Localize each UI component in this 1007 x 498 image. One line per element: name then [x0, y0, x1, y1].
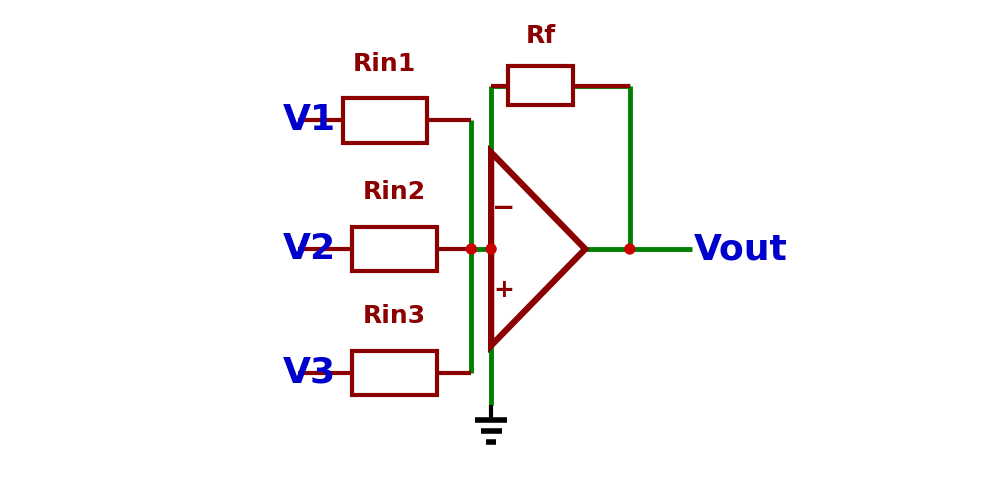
- Text: −: −: [491, 194, 516, 223]
- Text: V3: V3: [283, 356, 336, 390]
- Circle shape: [624, 244, 634, 254]
- Text: Rin2: Rin2: [363, 180, 426, 205]
- Text: Rin1: Rin1: [353, 52, 416, 76]
- Text: Rf: Rf: [526, 24, 556, 48]
- Bar: [352, 351, 437, 395]
- Polygon shape: [491, 152, 585, 346]
- Bar: [342, 98, 427, 142]
- Text: Vout: Vout: [694, 232, 788, 266]
- Circle shape: [466, 244, 476, 254]
- Text: Rin3: Rin3: [363, 304, 426, 328]
- Bar: [509, 66, 573, 106]
- Circle shape: [486, 244, 496, 254]
- Bar: [352, 227, 437, 271]
- Text: +: +: [493, 277, 514, 302]
- Text: V2: V2: [283, 232, 336, 266]
- Text: V1: V1: [283, 103, 336, 137]
